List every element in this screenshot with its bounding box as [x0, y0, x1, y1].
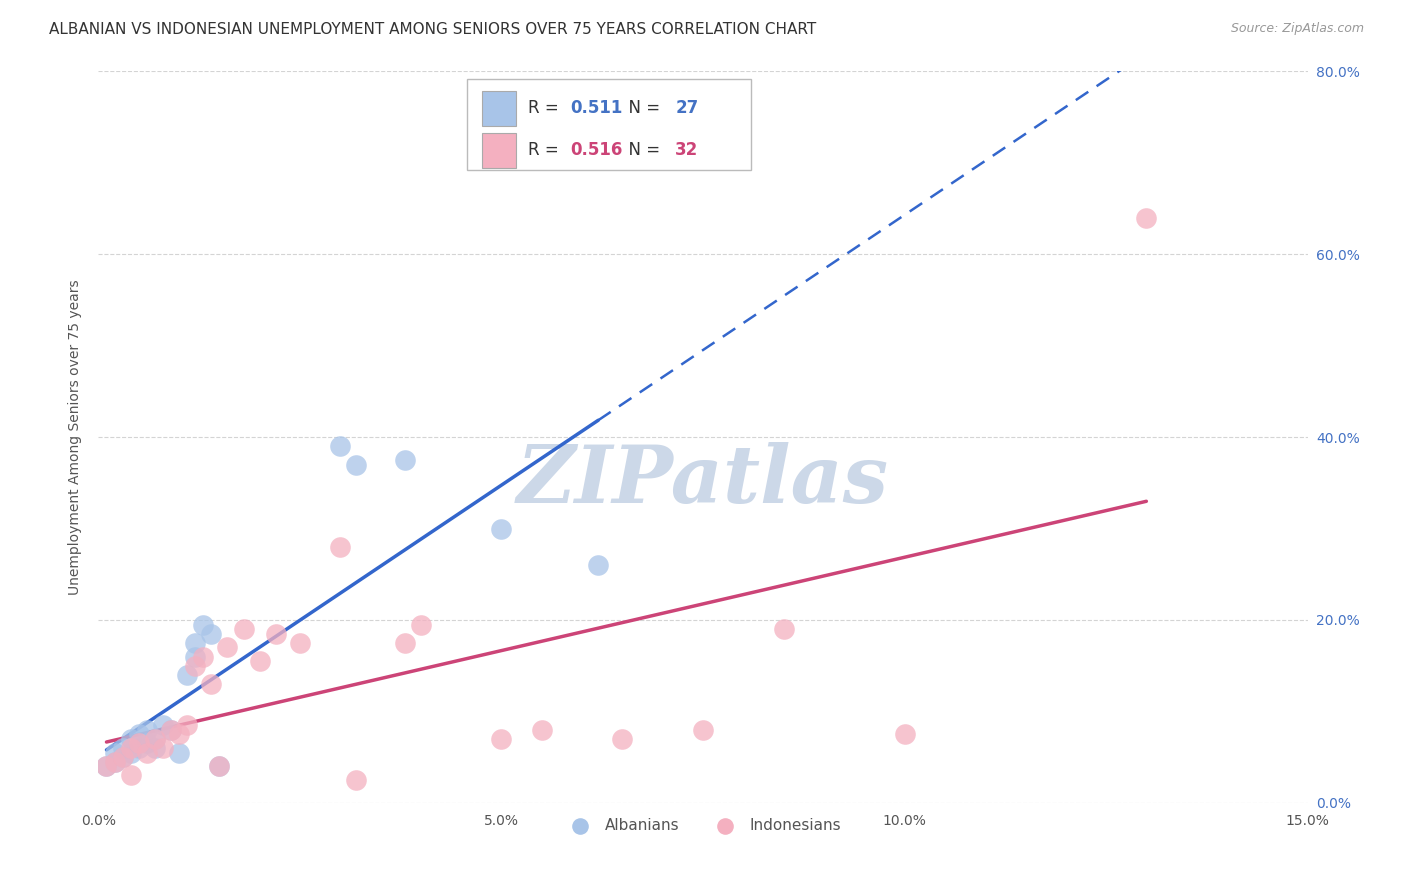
Point	[120, 746, 142, 760]
Text: N =: N =	[619, 99, 665, 117]
Point	[612, 731, 634, 746]
Text: ZIPatlas: ZIPatlas	[517, 442, 889, 520]
Point	[135, 723, 157, 737]
Point	[394, 636, 416, 650]
Point	[176, 667, 198, 681]
Point	[530, 723, 553, 737]
Point	[329, 439, 352, 453]
Point	[491, 731, 513, 746]
Point	[344, 458, 367, 472]
Point	[232, 622, 254, 636]
Point	[491, 521, 513, 535]
Text: R =: R =	[527, 99, 564, 117]
Point	[893, 727, 915, 741]
Point	[193, 617, 215, 632]
Point	[692, 723, 714, 737]
Point	[329, 540, 352, 554]
Point	[96, 759, 118, 773]
Point	[111, 740, 134, 755]
Point	[208, 759, 231, 773]
Point	[143, 740, 166, 755]
Bar	[482, 90, 516, 126]
Point	[128, 740, 150, 755]
Point	[128, 736, 150, 750]
Point	[128, 727, 150, 741]
Text: N =: N =	[619, 141, 665, 159]
Text: 0.511: 0.511	[569, 99, 623, 117]
Text: 32: 32	[675, 141, 699, 159]
Point	[103, 755, 125, 769]
Point	[96, 759, 118, 773]
Text: Source: ZipAtlas.com: Source: ZipAtlas.com	[1230, 22, 1364, 36]
Point	[167, 727, 190, 741]
Point	[176, 718, 198, 732]
Bar	[482, 133, 516, 168]
Point	[217, 640, 239, 655]
Point	[103, 755, 125, 769]
Text: 0.516: 0.516	[569, 141, 623, 159]
Point	[167, 746, 190, 760]
Point	[143, 731, 166, 746]
Legend: Albanians, Indonesians: Albanians, Indonesians	[558, 812, 848, 839]
Point	[264, 626, 287, 640]
Point	[409, 617, 432, 632]
Point	[288, 636, 311, 650]
Point	[135, 736, 157, 750]
Point	[200, 626, 222, 640]
Point	[120, 768, 142, 782]
Point	[184, 636, 207, 650]
Point	[160, 723, 183, 737]
Point	[120, 740, 142, 755]
Point	[586, 558, 609, 573]
Point	[160, 723, 183, 737]
Point	[193, 649, 215, 664]
Point	[394, 453, 416, 467]
Text: 27: 27	[675, 99, 699, 117]
Point	[120, 731, 142, 746]
Point	[143, 731, 166, 746]
Point	[1135, 211, 1157, 225]
Point	[184, 649, 207, 664]
Point	[152, 740, 174, 755]
Point	[249, 654, 271, 668]
Point	[152, 718, 174, 732]
Point	[344, 772, 367, 787]
FancyBboxPatch shape	[467, 78, 751, 170]
Point	[135, 746, 157, 760]
Text: ALBANIAN VS INDONESIAN UNEMPLOYMENT AMONG SENIORS OVER 75 YEARS CORRELATION CHAR: ALBANIAN VS INDONESIAN UNEMPLOYMENT AMON…	[49, 22, 817, 37]
Point	[208, 759, 231, 773]
Point	[111, 750, 134, 764]
Point	[200, 677, 222, 691]
Text: R =: R =	[527, 141, 564, 159]
Point	[103, 746, 125, 760]
Y-axis label: Unemployment Among Seniors over 75 years: Unemployment Among Seniors over 75 years	[69, 279, 83, 595]
Point	[184, 658, 207, 673]
Point	[111, 750, 134, 764]
Point	[772, 622, 794, 636]
